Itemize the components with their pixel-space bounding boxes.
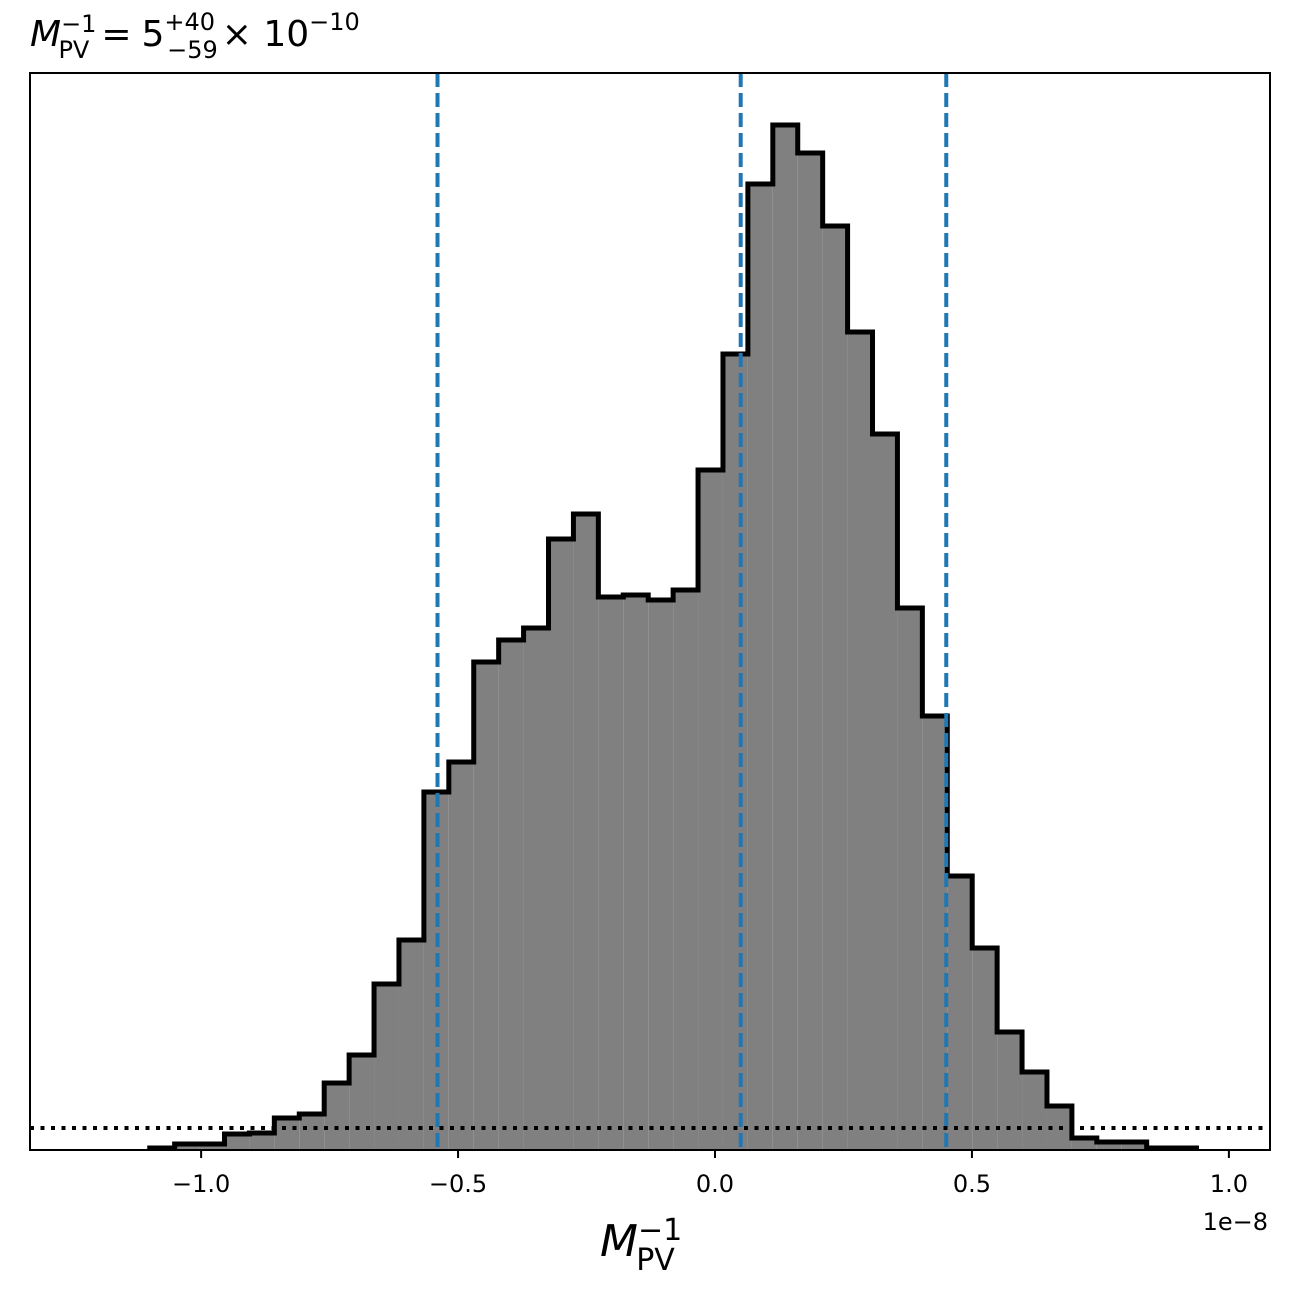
title-symbol: M [30,14,61,55]
histogram-bar [797,153,823,1150]
histogram-bar [174,1144,200,1150]
histogram-bar [523,628,549,1150]
title-sup: −1 [61,10,96,38]
histogram-bar [648,600,674,1150]
histogram-bar [872,434,898,1150]
histogram-bar [398,940,424,1150]
histogram-bar [822,226,848,1150]
histogram-bar [224,1134,250,1150]
histogram-bar [623,595,649,1150]
histogram-bar [573,514,599,1150]
title-plus: +40 [164,8,215,36]
histogram-bar [947,876,973,1150]
title-exp: −10 [309,8,360,36]
plot-frame [29,72,1271,1151]
histogram-bar [598,597,624,1150]
histogram-bar [374,984,399,1150]
histogram-bar [249,1133,275,1150]
histogram-bar [698,470,723,1150]
histogram-bar [349,1055,375,1150]
histogram-bar [722,354,748,1150]
histogram-bar [324,1083,350,1150]
title-sub: PV [58,36,89,64]
x-tick-label: 0.0 [696,1170,734,1198]
x-tick-label: −0.5 [429,1170,487,1198]
histogram-bar [997,1032,1023,1150]
histogram-bar [473,662,499,1150]
histogram-bar [1022,1072,1047,1150]
title-times: × 10 [222,14,309,55]
x-tick-label: −1.0 [172,1170,230,1198]
xlabel-sub: PV [636,1243,675,1278]
histogram-bar [747,184,773,1150]
xlabel-symbol: M [600,1216,638,1267]
title-eq: = [101,14,131,55]
x-tick-label: 0.5 [953,1170,991,1198]
histogram-bar [673,590,699,1150]
histogram-bar [548,539,574,1150]
x-axis-label: M−1 PV [600,1213,682,1278]
xlabel-sup: −1 [638,1213,682,1248]
histogram-bar [423,792,449,1150]
x-offset-label: 1e−8 [1203,1208,1268,1236]
title-minus: −59 [167,36,218,64]
histogram-bar [847,332,873,1150]
histogram-bar [1096,1142,1122,1150]
histogram-bar [274,1118,300,1150]
histogram-bar [772,125,798,1150]
x-tick-label: 1.0 [1210,1170,1248,1198]
histogram-bar [1121,1142,1147,1150]
chart-title: M−1 PV = 5+40 −59 × 10−10 [30,8,360,64]
histogram-outline [147,122,1200,1151]
histogram-bar [448,762,474,1150]
histogram-bar [897,608,923,1150]
histogram-bar [498,640,524,1150]
title-value: 5 [142,14,165,55]
histogram-bar [922,716,948,1150]
histogram-bar [199,1144,225,1150]
histogram-bar [972,948,998,1150]
histogram-bar [1071,1138,1097,1150]
histogram-bar [299,1114,325,1150]
